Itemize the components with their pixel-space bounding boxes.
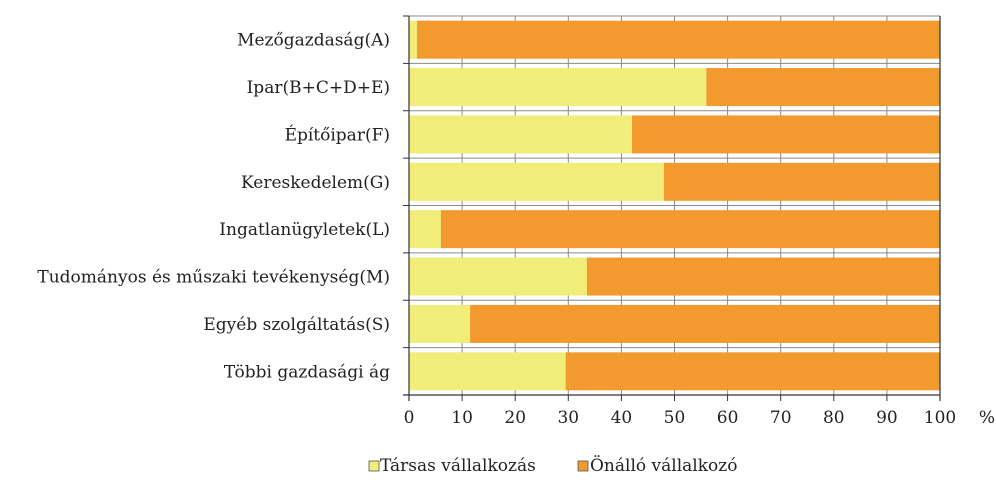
axes	[403, 15, 941, 401]
x-tick-label: 0	[404, 408, 415, 428]
x-unit-label: %	[979, 408, 995, 428]
x-tick-label: 70	[770, 408, 792, 428]
legend-swatch-onallo	[577, 460, 589, 472]
x-tick-label: 50	[664, 408, 686, 428]
x-tick-label: 30	[557, 408, 579, 428]
bar-onallo-0	[416, 20, 941, 59]
x-tick-label: 60	[717, 408, 739, 428]
category-labels: Mezőgazdaság(A) Ipar(B+C+D+E) Építőipar(F)…	[37, 31, 390, 383]
category-label: Ipar(B+C+D+E)	[247, 78, 390, 98]
x-tick-label: 90	[876, 408, 898, 428]
category-label: Többi gazdasági ág	[224, 362, 390, 382]
bar-onallo-4	[440, 210, 940, 249]
category-label: Tudományos és műszaki tevékenység(M)	[37, 268, 390, 288]
bar-tarsas-2	[409, 115, 633, 154]
bar-onallo-5	[586, 257, 940, 296]
category-label: Egyéb szolgáltatás(S)	[203, 315, 390, 335]
category-label: Építőipar(F)	[285, 124, 390, 145]
legend: Társas vállalkozás Önálló vállalkozó	[368, 455, 737, 476]
legend-label-tarsas: Társas vállalkozás	[380, 456, 536, 476]
legend-label-onallo: Önálló vállalkozó	[590, 455, 737, 476]
bar-tarsas-4	[409, 210, 441, 249]
category-label: Ingatlanügyletek(L)	[219, 220, 390, 240]
bars	[409, 20, 941, 391]
bar-onallo-7	[565, 352, 940, 391]
x-tick-label: 40	[611, 408, 633, 428]
bar-onallo-6	[470, 304, 940, 343]
bar-tarsas-1	[409, 68, 707, 107]
bar-tarsas-7	[409, 352, 566, 391]
x-tick-labels: 0 10 20 30 40 50 60 70 80 90 100	[404, 408, 957, 428]
bar-tarsas-6	[409, 304, 471, 343]
bar-onallo-3	[663, 162, 940, 201]
x-tick-label: 100	[924, 408, 956, 428]
legend-swatch-tarsas	[368, 460, 380, 472]
category-label: Mezőgazdaság(A)	[237, 31, 390, 51]
x-tick-label: 80	[823, 408, 845, 428]
x-tick-label: 20	[504, 408, 526, 428]
bar-tarsas-3	[409, 162, 664, 201]
x-tick-label: 10	[451, 408, 473, 428]
bar-onallo-2	[632, 115, 940, 154]
bar-onallo-1	[706, 68, 940, 107]
bar-tarsas-5	[409, 257, 587, 296]
category-label: Kereskedelem(G)	[241, 173, 390, 193]
bar-tarsas-0	[409, 20, 417, 59]
